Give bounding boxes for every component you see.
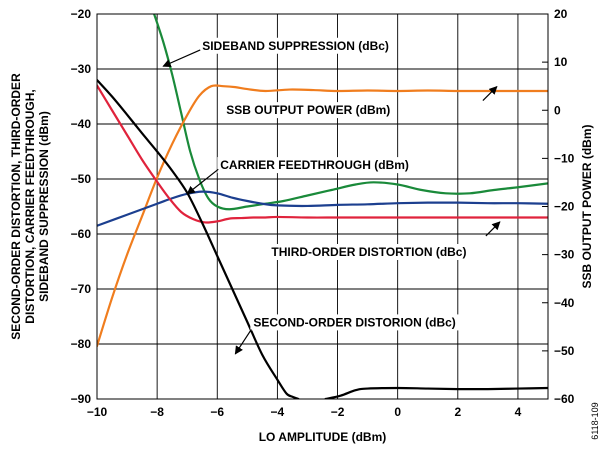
y-left-tick-label: −80 (71, 337, 92, 351)
x-tick-label: 4 (515, 405, 522, 419)
annotation-arrow (162, 49, 201, 68)
y-right-tick-label: −30 (554, 248, 575, 262)
x-tick-label: −8 (150, 405, 164, 419)
annotation-arrow (485, 221, 501, 237)
tick-labels: −10 −8 −6 −4 −2 0 2 4−90−80−70−60−50−40−30−20−6… (71, 7, 575, 419)
y-left-tick-label: −60 (71, 227, 92, 241)
annotation-arrow (482, 86, 498, 102)
annotation-second-order-distorion-dbc: SECOND-ORDER DISTORION (dBc) (253, 315, 455, 329)
annotation-ssb-output-power-dbm: SSB OUTPUT POWER (dBm) (226, 103, 390, 117)
y-axis-label-left-line: SECOND-ORDER DISTORTION, THIRD-ORDER (9, 73, 23, 340)
y-left-tick-label: −20 (71, 7, 92, 21)
y-left-tick-label: −40 (71, 117, 92, 131)
y-right-tick-label: −50 (554, 344, 575, 358)
annotation-bg (250, 314, 459, 331)
grid (96, 13, 548, 400)
annotations: SIDEBAND SUPPRESSION (dBc) SSB OUTPUT POW… (162, 37, 501, 355)
y-left-tick-label: −90 (71, 392, 92, 406)
plot-frame (96, 13, 549, 400)
y-axis-label-right: SSB OUTPUT POWER (dBm) (580, 124, 594, 288)
y-axis-label-left-line: SIDEBAND SUPPRESSION (dBm) (37, 111, 51, 302)
series-line-second-order-distorion-dbc-tail (324, 386, 548, 399)
series-lines (97, 14, 548, 399)
annotation-bg (217, 157, 412, 174)
annotation-sideband-suppression-dbc: SIDEBAND SUPPRESSION (dBc) (202, 39, 389, 53)
x-tick-label: −6 (210, 405, 224, 419)
y-right-tick-label: 20 (554, 7, 568, 21)
series-line-carrier-feedthrough-dbm (97, 190, 548, 227)
y-right-tick-label: −40 (554, 296, 575, 310)
annotation-bg (199, 37, 392, 54)
y-right-tick-label: 10 (554, 55, 568, 69)
y-left-tick-label: −30 (71, 62, 92, 76)
annotation-bg (268, 244, 470, 260)
annotation-arrow (186, 168, 219, 195)
y-right-tick-label: −60 (554, 392, 575, 406)
y-axis-label-left-line: DISTORTION, CARRIER FEEDTHROUGH, (23, 89, 37, 323)
annotation-carrier-feedthrough-dbm: CARRIER FEEDTHROUGH (dBm) (220, 158, 409, 172)
series-line-third-order-distortion-dbc (97, 84, 548, 224)
x-tick-label: −10 (87, 405, 108, 419)
series-line-ssb-output-power-dbm (97, 84, 548, 348)
x-tick-label: −2 (331, 405, 345, 419)
figure-id: 6118-109 (590, 402, 600, 439)
y-left-tick-label: −70 (71, 282, 92, 296)
x-tick-label: −4 (271, 405, 285, 419)
y-right-tick-label: −10 (554, 151, 575, 165)
y-left-tick-label: −50 (71, 172, 92, 186)
x-axis-label: LO AMPLITUDE (dBm) (259, 430, 387, 444)
annotation-third-order-distortion-dbc: THIRD-ORDER DISTORTION (dBc) (271, 245, 466, 259)
x-tick-label: 0 (394, 405, 401, 419)
y-right-tick-label: 0 (554, 103, 561, 117)
y-right-tick-label: −20 (554, 200, 575, 214)
annotation-bg (223, 102, 394, 119)
x-tick-label: 2 (454, 405, 461, 419)
series-line-sideband-suppression-dbc (153, 14, 548, 211)
annotation-arrow (234, 329, 252, 355)
series-line-second-order-distorion-dbc (97, 78, 300, 399)
y-axis-label-left: SECOND-ORDER DISTORTION, THIRD-ORDERDIST… (9, 73, 51, 340)
